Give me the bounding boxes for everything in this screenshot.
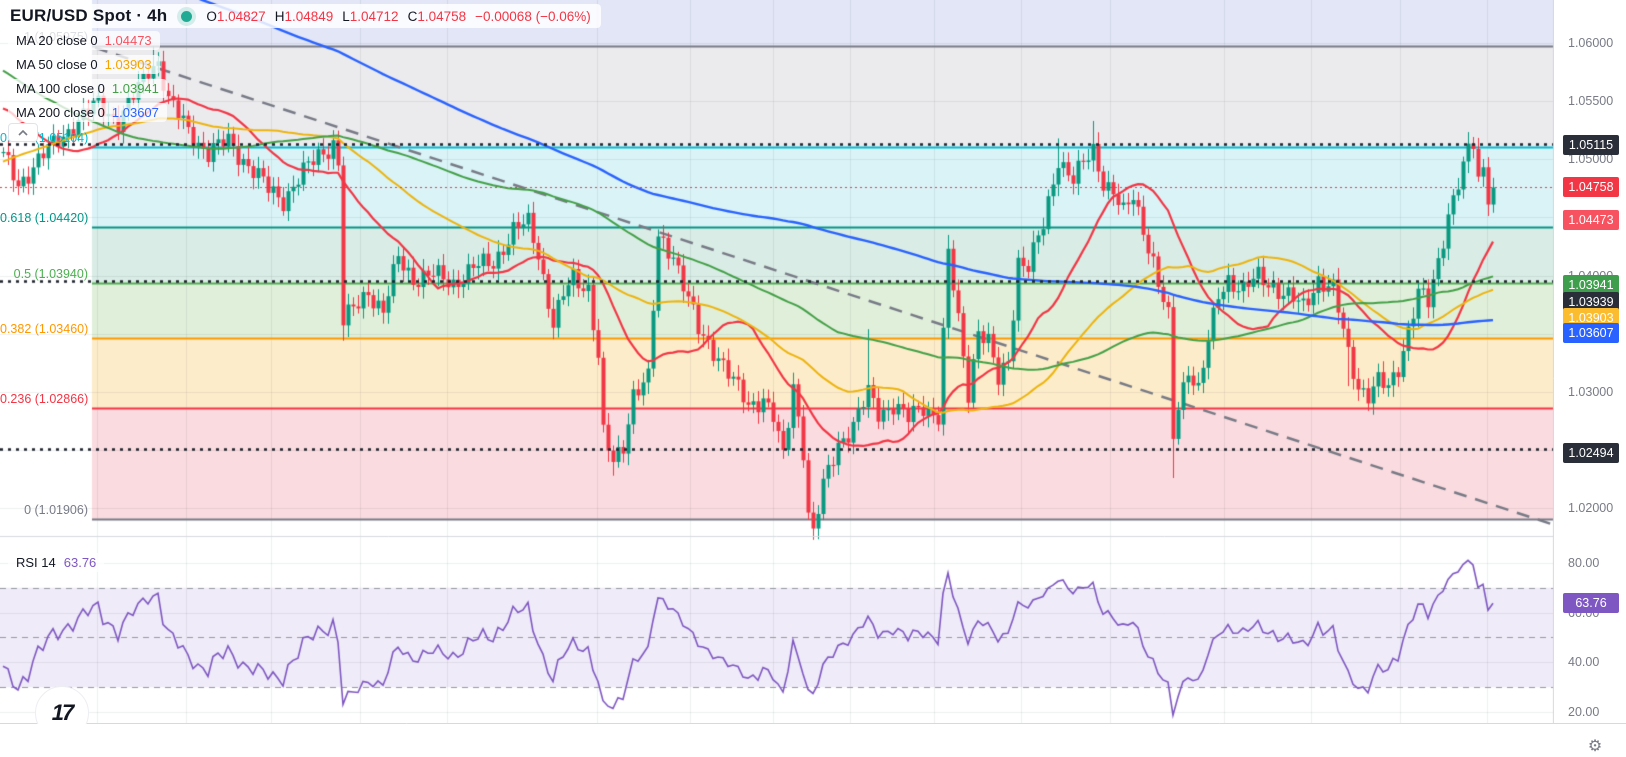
fib-level-label: 0.236 (1.02866) xyxy=(0,391,89,406)
price-badge: 63.76 xyxy=(1563,593,1619,613)
price-tick: 1.05500 xyxy=(1568,94,1614,109)
price-badge: 1.03939 xyxy=(1563,292,1619,312)
price-axis[interactable]: 1.060001.055001.050001.045001.040001.035… xyxy=(1554,0,1626,723)
price-tick: 1.06000 xyxy=(1568,36,1614,51)
ohlc-value: 1.04849 xyxy=(284,8,334,24)
ohlc-value: 1.04712 xyxy=(349,8,399,24)
rsi-value: 63.76 xyxy=(63,555,97,570)
fib-level-label: 0.5 (1.03940) xyxy=(13,266,88,281)
symbol-title[interactable]: EUR/USD Spot · 4h xyxy=(10,6,168,25)
rsi-legend[interactable]: RSI 14 63.76 xyxy=(8,553,105,572)
collapse-legend-button[interactable] xyxy=(8,123,38,142)
price-tick: 1.05000 xyxy=(1568,152,1614,167)
ohlc-key: C xyxy=(407,8,418,24)
rsi-label: RSI 14 xyxy=(16,555,56,570)
price-badge: 1.02494 xyxy=(1563,443,1619,463)
ma-legend-row[interactable]: MA 200 close 0 1.03607 xyxy=(8,103,167,122)
chevron-up-icon xyxy=(18,129,28,136)
ma-legend-value: 1.04473 xyxy=(104,33,152,48)
ma-legend-label: MA 100 close 0 xyxy=(16,81,105,96)
gear-glyph: ⚙ xyxy=(1587,738,1603,755)
price-badge: 1.04758 xyxy=(1563,177,1619,197)
ohlc-pair: O1.04827 xyxy=(206,9,265,24)
ohlc-readout: O1.04827 H1.04849 L1.04712 C1.04758 −0.00068… xyxy=(206,9,590,24)
tradingview-logo-glyph: 17 xyxy=(51,700,75,725)
market-status-icon[interactable] xyxy=(181,10,193,22)
ma-legend-value: 1.03903 xyxy=(104,57,152,72)
rsi-tick: 40.00 xyxy=(1568,655,1600,670)
time-tick: 15 xyxy=(0,752,813,757)
ohlc-pair: C1.04758 xyxy=(408,9,467,24)
fib-level-label: 0 (1.01906) xyxy=(24,503,88,518)
price-badge: 1.04473 xyxy=(1563,210,1619,230)
price-tick: 1.03000 xyxy=(1568,384,1614,399)
ohlc-pair: L1.04712 xyxy=(342,9,398,24)
price-tick: 1.02000 xyxy=(1568,501,1614,516)
ohlc-value: 1.04758 xyxy=(417,8,467,24)
time-tick: 6 xyxy=(0,724,813,738)
fib-level-label: 0.618 (1.04420) xyxy=(0,210,89,225)
rsi-tick: 80.00 xyxy=(1568,555,1600,570)
price-badge: 1.03607 xyxy=(1563,323,1619,343)
change-readout: −0.00068 (−0.06%) xyxy=(475,8,591,24)
ohlc-key: L xyxy=(342,8,350,24)
fib-level-label: 0.382 (1.03460) xyxy=(0,322,89,337)
ma-legend-value: 1.03941 xyxy=(111,81,159,96)
ma-legend-value: 1.03607 xyxy=(111,105,159,120)
symbol-header[interactable]: EUR/USD Spot · 4h O1.04827 H1.04849 L1.047… xyxy=(8,4,601,28)
ohlc-key: H xyxy=(274,8,285,24)
ma-legend-label: MA 20 close 0 xyxy=(16,33,98,48)
ohlc-key: O xyxy=(206,8,217,24)
ma-legend-row[interactable]: MA 50 close 0 1.03903 xyxy=(8,55,160,74)
ma-legend-row[interactable]: MA 20 close 0 1.04473 xyxy=(8,31,160,50)
ohlc-value: 1.04827 xyxy=(216,8,266,24)
ma-legend-label: MA 200 close 0 xyxy=(16,105,105,120)
price-badge: 1.03941 xyxy=(1563,275,1619,295)
price-badge: 1.05115 xyxy=(1563,135,1619,155)
rsi-tick: 20.00 xyxy=(1568,705,1600,720)
time-tick: 11 xyxy=(0,738,813,752)
ma-legend-row[interactable]: MA 100 close 0 1.03941 xyxy=(8,79,167,98)
time-axis[interactable]: 611151924202571015192328Feb6111419 xyxy=(0,724,1626,757)
timezone-settings-gear-icon[interactable]: ⚙ xyxy=(1583,734,1607,757)
ohlc-pair: H1.04849 xyxy=(275,9,334,24)
ma-legend-label: MA 50 close 0 xyxy=(16,57,98,72)
